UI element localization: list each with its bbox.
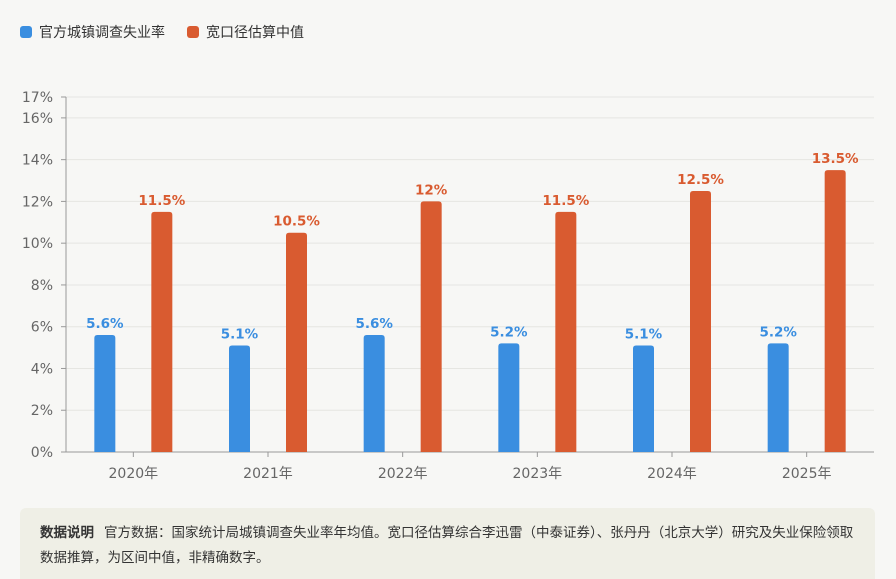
bar-chart: 0% 2% 4% 6% 8% 10% 12% 14% 16% 17% 2020年 5.6% 11.5% 2…: [22, 90, 874, 482]
bar-broad: [555, 211, 577, 452]
data-label: 5.1%: [221, 327, 259, 343]
bar-official: [633, 345, 654, 452]
x-tick-label: 2021年: [243, 466, 293, 482]
bar-broad: [824, 170, 846, 452]
y-tick-label: 2%: [31, 403, 53, 419]
legend-swatch-broad: [187, 26, 199, 38]
y-tick-label: 8%: [31, 278, 53, 294]
legend-label-broad: 宽口径估算中值: [206, 25, 304, 41]
y-tick-label: 4%: [31, 361, 53, 377]
bar-broad: [151, 211, 173, 452]
data-label: 5.1%: [625, 327, 663, 343]
x-tick-label: 2024年: [647, 466, 697, 482]
x-tick-label: 2025年: [782, 466, 832, 482]
data-label: 11.5%: [138, 193, 185, 209]
data-label: 5.6%: [86, 316, 124, 332]
data-note-text: 官方数据：国家统计局城镇调查失业率年均值。宽口径估算综合李迅雷（中泰证券）、张丹…: [40, 525, 854, 566]
data-note: 数据说明 官方数据：国家统计局城镇调查失业率年均值。宽口径估算综合李迅雷（中泰证券…: [20, 508, 875, 579]
y-tick-label: 16%: [22, 111, 53, 127]
legend-label-official: 官方城镇调查失业率: [39, 25, 165, 41]
y-tick-label: 0%: [31, 445, 53, 461]
bar-official: [229, 345, 250, 452]
bar-official: [94, 335, 116, 452]
data-note-title: 数据说明: [40, 525, 94, 541]
data-label: 12%: [415, 182, 448, 198]
y-tick-label: 12%: [22, 194, 53, 210]
bar-broad: [286, 232, 307, 452]
legend-item-official[interactable]: 官方城镇调查失业率: [20, 22, 165, 42]
bar-official: [498, 343, 520, 452]
y-tick-label: 14%: [22, 153, 53, 169]
legend-swatch-official: [20, 26, 32, 38]
x-tick-label: 2022年: [378, 466, 428, 482]
data-label: 10.5%: [273, 214, 320, 230]
bar-official: [363, 335, 385, 452]
bar-broad: [690, 190, 711, 452]
y-tick-label: 17%: [22, 90, 53, 106]
data-label: 5.2%: [759, 324, 797, 340]
data-label: 5.6%: [355, 316, 393, 332]
y-tick-label: 10%: [22, 236, 53, 252]
data-label: 13.5%: [812, 151, 859, 167]
data-label: 5.2%: [490, 324, 528, 340]
bar-broad: [420, 201, 442, 452]
legend-item-broad[interactable]: 宽口径估算中值: [187, 22, 304, 42]
data-label: 11.5%: [542, 193, 589, 209]
data-label: 12.5%: [677, 172, 724, 188]
bar-official: [767, 343, 789, 452]
x-tick-label: 2020年: [109, 466, 159, 482]
chart-legend: 官方城镇调查失业率 宽口径估算中值: [20, 22, 304, 42]
y-tick-label: 6%: [31, 320, 53, 336]
x-tick-label: 2023年: [513, 466, 563, 482]
